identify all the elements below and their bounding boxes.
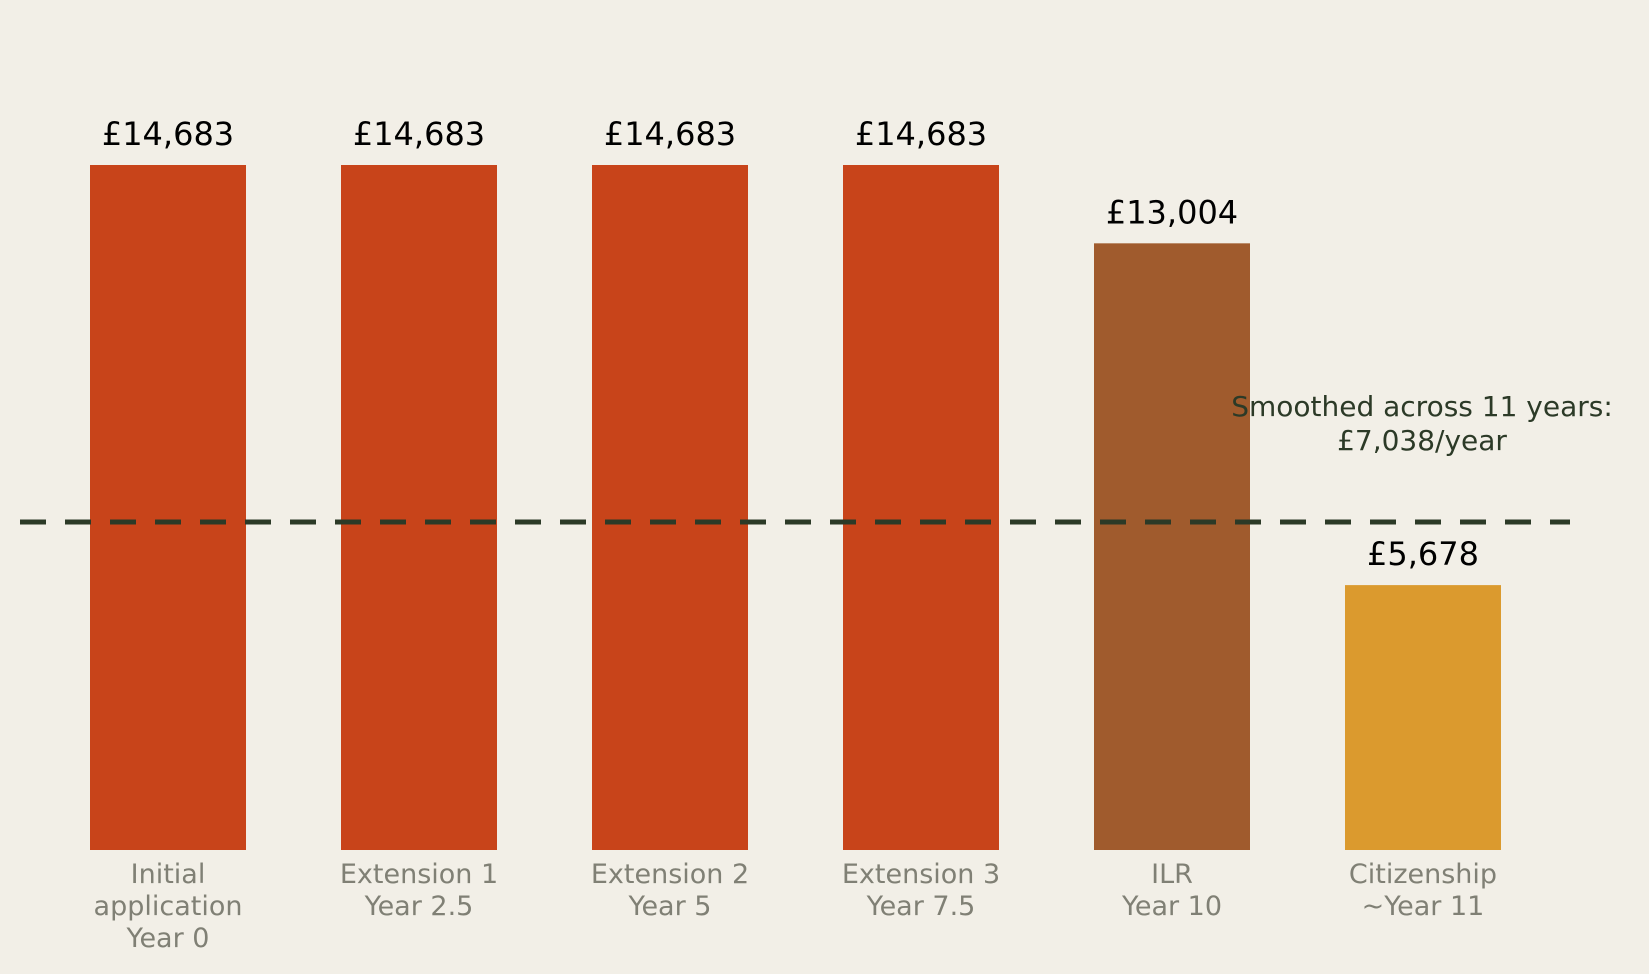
bar-1 xyxy=(341,165,497,850)
x-tick-label-3-line-1: Year 7.5 xyxy=(866,891,976,922)
value-label-1: £14,683 xyxy=(353,115,485,153)
smoothed-annotation-line-0: Smoothed across 11 years: xyxy=(1231,390,1613,423)
value-label-2: £14,683 xyxy=(604,115,736,153)
x-tick-label-2-line-1: Year 5 xyxy=(628,891,712,922)
bar-5 xyxy=(1345,585,1501,850)
bar-2 xyxy=(592,165,748,850)
smoothed-annotation-line-1: £7,038/year xyxy=(1337,424,1507,457)
value-label-4: £13,004 xyxy=(1106,193,1238,231)
x-tick-label-4-line-1: Year 10 xyxy=(1121,891,1222,922)
x-tick-label-1-line-0: Extension 1 xyxy=(340,859,498,890)
value-label-5: £5,678 xyxy=(1367,535,1479,573)
x-tick-label-0-line-0: Initial xyxy=(131,859,206,890)
bars-layer xyxy=(90,165,1501,850)
value-label-0: £14,683 xyxy=(102,115,234,153)
x-tick-label-0-line-2: Year 0 xyxy=(126,923,210,954)
bar-0 xyxy=(90,165,246,850)
x-tick-label-2-line-0: Extension 2 xyxy=(591,859,749,890)
bar-4 xyxy=(1094,243,1250,850)
value-label-3: £14,683 xyxy=(855,115,987,153)
x-tick-label-1-line-1: Year 2.5 xyxy=(364,891,474,922)
x-tick-label-0-line-1: application xyxy=(94,891,243,922)
x-tick-label-4-line-0: ILR xyxy=(1151,859,1193,890)
x-tick-label-5-line-1: ~Year 11 xyxy=(1362,891,1485,922)
bar-3 xyxy=(843,165,999,850)
x-tick-label-3-line-0: Extension 3 xyxy=(842,859,1000,890)
x-tick-label-5-line-0: Citizenship xyxy=(1349,859,1497,890)
